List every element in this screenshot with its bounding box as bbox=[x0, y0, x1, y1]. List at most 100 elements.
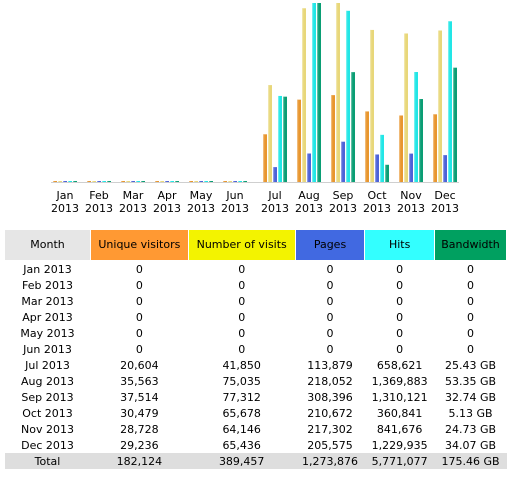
total-unique-visitors: 182,124 bbox=[90, 453, 189, 469]
cell-visits: 75,035 bbox=[222, 374, 261, 388]
bar-hits-highlight bbox=[136, 181, 138, 182]
bar-pages bbox=[131, 181, 135, 182]
bar-unique-visitors-highlight bbox=[155, 181, 157, 182]
table-row: Oct 2013 30,479 65,678 210,672 360,841 5.13 G… bbox=[4, 405, 507, 421]
x-tick-label-month: Mar bbox=[123, 189, 144, 202]
bar-number-of-visits bbox=[268, 85, 272, 182]
bar-unique-visitors-highlight bbox=[87, 181, 89, 182]
cell-visits: 41,850 bbox=[222, 358, 261, 372]
cell-hits: 1,310,121 bbox=[371, 390, 428, 404]
cell-hits: 1,369,883 bbox=[371, 374, 428, 388]
bar-number-of-visits bbox=[58, 181, 62, 182]
bar-hits-highlight bbox=[238, 181, 240, 182]
cell-bandwidth: 0 bbox=[466, 342, 474, 356]
bar-unique-visitors-highlight bbox=[399, 115, 401, 182]
bar-number-of-visits bbox=[194, 181, 198, 182]
bar-bandwidth-highlight bbox=[385, 164, 387, 182]
cell-visits: 0 bbox=[238, 262, 246, 276]
cell-visits: 64,146 bbox=[222, 422, 261, 436]
cell-month: Aug 2013 bbox=[21, 374, 74, 388]
bar-number-of-visits-highlight bbox=[160, 181, 162, 182]
bar-hits bbox=[102, 181, 106, 182]
cell-unique: 0 bbox=[135, 326, 143, 340]
cell-unique: 0 bbox=[135, 310, 143, 324]
bar-pages bbox=[199, 181, 203, 182]
bar-unique-visitors bbox=[433, 114, 437, 182]
bar-bandwidth bbox=[317, 3, 321, 182]
bar-number-of-visits-highlight bbox=[268, 85, 270, 182]
bar-number-of-visits-highlight bbox=[194, 181, 196, 182]
bar-bandwidth-highlight bbox=[283, 96, 285, 182]
bar-pages bbox=[63, 181, 67, 182]
cell-hits: 0 bbox=[396, 262, 404, 276]
bar-hits-highlight bbox=[68, 181, 70, 182]
bar-bandwidth bbox=[107, 181, 111, 182]
bar-hits bbox=[448, 21, 452, 182]
x-tick-label-month: Sep bbox=[333, 189, 354, 202]
cell-hits: 0 bbox=[396, 294, 404, 308]
x-tick-label-month: Jun bbox=[225, 189, 243, 202]
cell-pages: 0 bbox=[326, 294, 334, 308]
bar-bandwidth bbox=[385, 164, 389, 182]
cell-month: Mar 2013 bbox=[21, 294, 74, 308]
cell-unique: 29,236 bbox=[120, 438, 159, 452]
cell-hits: 0 bbox=[396, 310, 404, 324]
bar-pages bbox=[273, 167, 277, 182]
bar-bandwidth bbox=[351, 72, 355, 182]
table-row: Sep 2013 37,514 77,312 308,396 1,310,121 32.7… bbox=[4, 389, 507, 405]
bar-unique-visitors-highlight bbox=[365, 111, 367, 182]
bar-unique-visitors-highlight bbox=[223, 181, 225, 182]
x-tick-label-month: Aug bbox=[298, 189, 319, 202]
cell-visits: 65,436 bbox=[222, 438, 261, 452]
bar-hits bbox=[312, 3, 316, 182]
cell-visits: 0 bbox=[238, 342, 246, 356]
bar-pages bbox=[409, 153, 413, 182]
cell-bandwidth: 0 bbox=[466, 262, 474, 276]
bar-hits bbox=[414, 72, 418, 182]
bar-number-of-visits bbox=[404, 33, 408, 183]
cell-unique: 28,728 bbox=[120, 422, 159, 436]
x-tick-label-year: 2013 bbox=[261, 202, 289, 215]
header-number-of-visits: Number of visits bbox=[187, 229, 296, 261]
cell-hits: 0 bbox=[396, 278, 404, 292]
bar-number-of-visits bbox=[302, 8, 306, 182]
table-row: Mar 2013 0 0 0 0 0 bbox=[4, 293, 507, 309]
table-body: Jan 2013 0 0 0 0 0 Feb 2013 0 0 0 0 0 Mar 2013 0 0 0 0 0 A… bbox=[4, 260, 507, 453]
table-header-row: Month Unique visitors Number of visits P… bbox=[4, 229, 508, 261]
bar-hits-highlight bbox=[204, 181, 206, 182]
bar-unique-visitors bbox=[263, 134, 267, 182]
bar-bandwidth-highlight bbox=[351, 72, 353, 182]
bar-pages-highlight bbox=[199, 181, 201, 182]
cell-pages: 308,396 bbox=[307, 390, 353, 404]
bar-number-of-visits-highlight bbox=[58, 181, 60, 182]
cell-visits: 0 bbox=[238, 294, 246, 308]
cell-bandwidth: 53.35 GB bbox=[444, 374, 497, 388]
cell-bandwidth: 0 bbox=[466, 278, 474, 292]
bar-number-of-visits bbox=[336, 3, 340, 182]
x-tick-label-month: Nov bbox=[400, 189, 422, 202]
table-row: Jan 2013 0 0 0 0 0 bbox=[4, 260, 507, 277]
bar-unique-visitors-highlight bbox=[53, 181, 55, 182]
x-tick-label-year: 2013 bbox=[187, 202, 215, 215]
header-month: Month bbox=[4, 229, 91, 261]
table-total-row: Total 182,124 389,457 1,273,876 5,771,07… bbox=[4, 453, 507, 469]
bar-bandwidth bbox=[419, 99, 423, 182]
cell-month: Apr 2013 bbox=[22, 310, 73, 324]
x-tick-label-month: May bbox=[190, 189, 213, 202]
table-row: Jun 2013 0 0 0 0 0 bbox=[4, 341, 507, 357]
bar-number-of-visits bbox=[228, 181, 232, 182]
cell-pages: 217,302 bbox=[307, 422, 353, 436]
x-tick-label-month: Apr bbox=[157, 189, 177, 202]
cell-unique: 35,563 bbox=[120, 374, 159, 388]
table-row: Apr 2013 0 0 0 0 0 bbox=[4, 309, 507, 325]
bar-hits-highlight bbox=[414, 72, 416, 182]
cell-month: Feb 2013 bbox=[22, 278, 73, 292]
cell-visits: 0 bbox=[238, 278, 246, 292]
bar-bandwidth bbox=[175, 181, 179, 182]
bar-bandwidth-highlight bbox=[419, 99, 421, 182]
bar-number-of-visits bbox=[160, 181, 164, 182]
bar-bandwidth bbox=[73, 181, 77, 182]
table-row: Nov 2013 28,728 64,146 217,302 841,676 24.73 … bbox=[4, 421, 507, 437]
cell-visits: 77,312 bbox=[222, 390, 261, 404]
bar-number-of-visits-highlight bbox=[370, 29, 372, 183]
